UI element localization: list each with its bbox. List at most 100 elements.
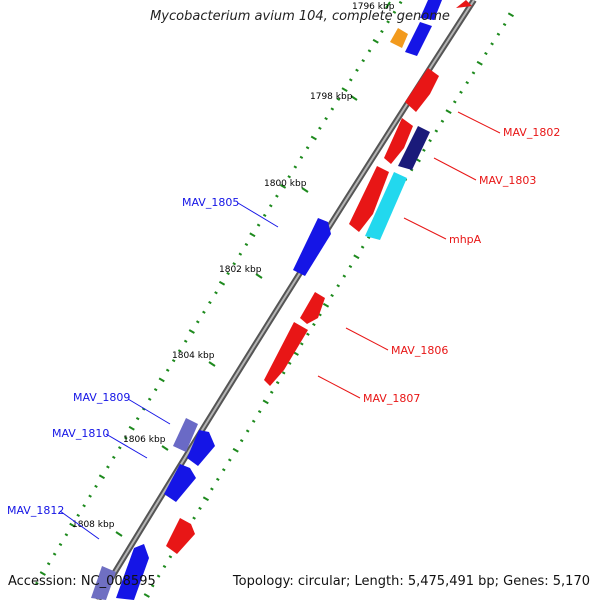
- gc-dot: [445, 109, 452, 114]
- gc-dot: [196, 320, 200, 324]
- gene-label-mav1802: MAV_1802: [503, 126, 560, 139]
- gc-dot: [262, 399, 269, 405]
- gc-dot: [158, 377, 165, 383]
- gc-dot: [279, 184, 287, 189]
- gc-dot: [341, 87, 348, 92]
- gc-dot: [269, 204, 273, 208]
- leader-mav1803: [433, 157, 477, 181]
- gc-dot: [188, 329, 195, 334]
- gc-dot: [434, 129, 439, 133]
- gc-dot: [281, 371, 286, 375]
- gc-dot: [440, 119, 445, 123]
- gc-dot: [88, 494, 92, 498]
- gc-dot: [300, 342, 304, 346]
- gc-dot: [64, 533, 69, 537]
- gc-dot: [355, 68, 359, 72]
- scale-tick: [385, 1, 391, 9]
- gc-dot: [336, 97, 341, 101]
- scale-tick: [255, 273, 263, 279]
- gc-dot: [367, 49, 372, 53]
- gene-label-mav1807: MAV_1807: [363, 392, 420, 405]
- gene-label-mav1806: MAV_1806: [391, 344, 448, 357]
- gc-dot: [171, 358, 176, 363]
- gc-dot: [153, 387, 158, 392]
- scale-tick: [208, 361, 216, 367]
- gc-dot: [471, 71, 476, 75]
- gc-dot: [216, 477, 220, 482]
- gene-label-mhpa: mhpA: [449, 233, 482, 246]
- gene-mav1805-arrow: [293, 218, 331, 276]
- gc-dot: [214, 291, 218, 295]
- gc-dot: [275, 380, 280, 385]
- gc-dot: [228, 458, 232, 462]
- gene-mav1809b-arrow: [187, 430, 215, 466]
- gene-labels: MAV_1802 MAV_1803 mhpA MAV_1805 MAV_1806…: [7, 126, 560, 517]
- gc-dot: [353, 254, 360, 260]
- gc-dot: [306, 332, 310, 336]
- scale-ticks: [115, 1, 391, 537]
- gc-dot: [165, 368, 170, 372]
- gene-mav1802-arrow: [405, 68, 439, 112]
- gene-top-orange-arrow: [390, 28, 408, 48]
- gc-dot: [322, 302, 330, 308]
- gc-dot: [245, 429, 250, 433]
- gc-dot: [218, 280, 226, 286]
- scale-label-1804: 1804 kbp: [172, 351, 215, 361]
- leader-mav1805: [237, 202, 279, 228]
- gc-dot: [208, 300, 212, 305]
- gc-dot: [183, 339, 188, 343]
- gene-mav1809-arrow: [173, 418, 198, 452]
- gc-dot: [496, 32, 501, 36]
- gc-dot: [287, 361, 292, 365]
- gc-dot: [310, 135, 317, 141]
- gc-dot: [275, 194, 279, 198]
- genome-summary-text: Topology: circular; Length: 5,475,491 bp…: [232, 574, 590, 589]
- gene-top-blue-small-arrow: [420, 0, 442, 20]
- gc-dot: [293, 165, 298, 169]
- gene-top-red-tip-arrow: [456, 0, 472, 8]
- gene-top-blue-arrow: [405, 22, 432, 56]
- scale-tick: [161, 445, 169, 451]
- gene-features: [91, 0, 472, 600]
- gc-dot: [76, 513, 80, 518]
- scale-label-1800: 1800 kbp: [264, 179, 307, 189]
- gc-dot: [324, 116, 328, 121]
- gc-dot: [162, 564, 167, 569]
- gc-dot: [257, 409, 262, 414]
- gc-dot: [249, 232, 256, 238]
- gene-label-mav1803: MAV_1803: [479, 174, 536, 187]
- gc-dot: [82, 504, 86, 508]
- gene-label-mav1810: MAV_1810: [52, 427, 109, 440]
- gc-dot: [287, 175, 291, 179]
- gc-dot: [210, 487, 214, 491]
- scale-tick: [301, 187, 309, 193]
- leader-mav1809: [127, 398, 171, 425]
- gc-dot: [226, 271, 230, 276]
- gc-dot: [360, 245, 365, 249]
- gc-dot: [106, 465, 110, 469]
- leader-mav1810: [105, 433, 148, 459]
- gc-dot: [94, 484, 98, 489]
- gene-mhpa-arrow: [349, 166, 389, 232]
- gc-dot: [244, 242, 249, 247]
- gc-dot: [150, 584, 155, 588]
- gene-label-mav1812: MAV_1812: [7, 504, 64, 517]
- gc-dot: [112, 455, 116, 460]
- gc-track-inner: [35, 0, 403, 585]
- gc-dot: [69, 522, 76, 528]
- gene-mav1806-arrow: [300, 292, 325, 324]
- gc-dot: [453, 100, 457, 104]
- gc-dot: [46, 562, 51, 566]
- scale-label-1806: 1806 kbp: [123, 435, 166, 445]
- gc-dot: [422, 148, 426, 152]
- gc-dot: [168, 555, 173, 559]
- gc-dot: [239, 438, 244, 443]
- gc-dot: [318, 126, 322, 130]
- gc-dot: [128, 425, 135, 431]
- gc-dot: [459, 90, 463, 94]
- gc-dot: [361, 58, 365, 63]
- gc-dot: [398, 0, 403, 5]
- gc-dot: [35, 581, 39, 585]
- gc-dot: [490, 42, 494, 46]
- gc-dot: [156, 574, 161, 578]
